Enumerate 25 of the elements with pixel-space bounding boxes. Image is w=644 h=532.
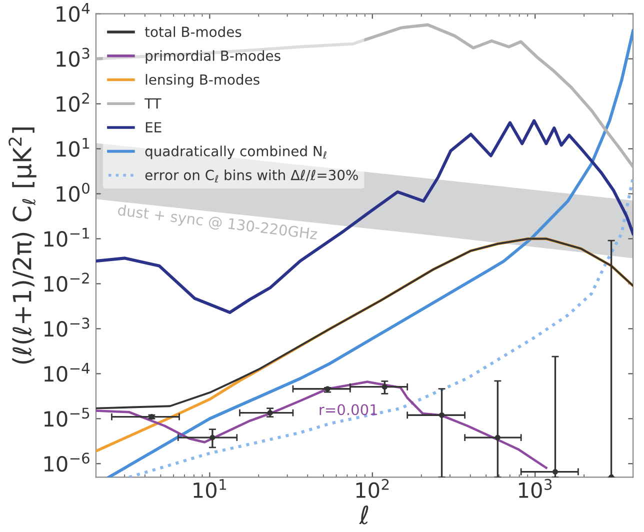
y-axis-title: (ℓ(ℓ+1)/2π) C$_{ℓ}$ [μK$^{2}$] — [8, 128, 36, 364]
legend-label: error on C$_{ℓ}$ bins with Δℓ/ℓ=30% — [145, 170, 358, 182]
x-tick-label: 10$^{1}$ — [194, 479, 226, 498]
y-tick-label: 10$^{−1}$ — [44, 228, 89, 247]
y-tick-label: 10$^{−4}$ — [44, 362, 90, 382]
x-axis-title: ℓ — [358, 505, 368, 524]
legend-label: quadratically combined N$_{ℓ}$ — [145, 146, 326, 160]
y-tick-label: 10$^{−5}$ — [44, 408, 90, 427]
y-tick-label: 10$^{−3}$ — [44, 318, 90, 337]
y-tick-label: 10$^{4}$ — [56, 2, 90, 22]
y-tick-label: 10$^{2}$ — [56, 92, 89, 112]
legend-label: primordial B-modes — [146, 50, 280, 64]
x-tick-label: 10$^{2}$ — [356, 478, 389, 498]
y-tick-label: 10$^{3}$ — [56, 48, 90, 67]
legend-label: total B-modes — [144, 26, 242, 38]
y-tick-label: 10$^{0}$ — [56, 182, 90, 202]
y-tick-label: 10$^{−2}$ — [44, 272, 89, 292]
y-tick-label: 10$^{1}$ — [56, 138, 90, 157]
x-tick-label: 10$^{3}$ — [519, 478, 552, 498]
y-tick-label: 10$^{−6}$ — [44, 452, 90, 472]
annotation: dust + sync @ 130-220GHz — [117, 204, 318, 242]
legend-label: EE — [146, 122, 162, 132]
annotation: r=0.001 — [320, 404, 378, 416]
legend-label: lensing B-modes — [146, 74, 260, 88]
legend-label: TT — [144, 98, 162, 108]
